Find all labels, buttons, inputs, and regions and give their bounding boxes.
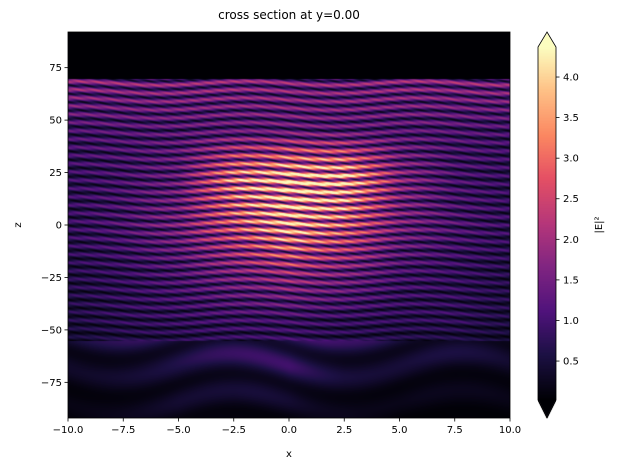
x-tick-label: 0.0	[281, 425, 297, 436]
colorbar-tick-label: 3.5	[563, 113, 579, 124]
x-tick-label: −5.0	[166, 425, 190, 436]
colorbar	[538, 32, 556, 418]
y-tick-label: −50	[41, 325, 62, 336]
colorbar-outline	[537, 31, 557, 419]
chart-title: cross section at y=0.00	[218, 8, 360, 22]
plot-frame	[67, 31, 511, 419]
x-tick-label: 2.5	[336, 425, 352, 436]
y-tick-label: 75	[49, 63, 62, 74]
x-tick-label: 7.5	[447, 425, 463, 436]
colorbar-tick-label: 2.0	[563, 235, 579, 246]
y-tick-label: −25	[41, 273, 62, 284]
colorbar-tick-label: 4.0	[563, 73, 579, 84]
colorbar-tick-label: 1.0	[563, 316, 579, 327]
y-tick-label: −75	[41, 378, 62, 389]
y-tick-label: 0	[56, 221, 62, 232]
colorbar-label: |E|²	[594, 216, 605, 233]
x-tick-label: −7.5	[111, 425, 135, 436]
colorbar-tick-label: 2.5	[563, 194, 579, 205]
x-axis-label: x	[286, 449, 292, 460]
x-tick-label: −10.0	[53, 425, 84, 436]
colorbar-tick-label: 0.5	[563, 357, 579, 368]
x-tick-label: 10.0	[499, 425, 521, 436]
colorbar-tick-label: 1.5	[563, 275, 579, 286]
y-axis-label: z	[13, 222, 24, 227]
x-tick-label: −2.5	[222, 425, 246, 436]
y-tick-label: 50	[49, 116, 62, 127]
colorbar-tick-label: 3.0	[563, 154, 579, 165]
x-tick-label: 5.0	[392, 425, 408, 436]
heatmap-image	[68, 32, 510, 418]
y-tick-label: 25	[49, 168, 62, 179]
